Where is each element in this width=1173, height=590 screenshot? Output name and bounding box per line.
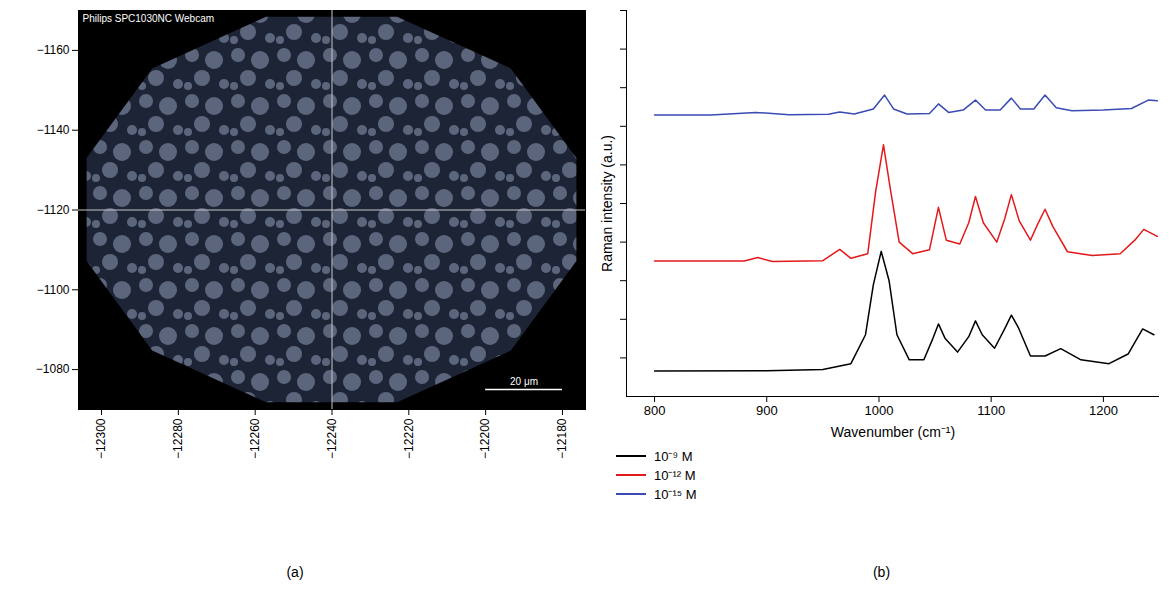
svg-text:−12240: −12240 [325, 418, 339, 459]
svg-text:Wavenumber (cm⁻¹): Wavenumber (cm⁻¹) [831, 424, 955, 440]
svg-text:Raman intensity (a.u.): Raman intensity (a.u.) [599, 135, 615, 272]
svg-text:−12300: −12300 [94, 418, 108, 459]
html-text:10⁻¹² M: 10⁻¹² M [654, 467, 696, 483]
svg-text:−12220: −12220 [402, 418, 416, 459]
html-text:10⁻⁹ M: 10⁻⁹ M [654, 448, 693, 464]
svg-text:−1120: −1120 [37, 203, 70, 217]
svg-text:−12280: −12280 [171, 418, 185, 459]
html-text:(b): (b) [872, 564, 891, 580]
svg-text:800: 800 [644, 403, 666, 418]
svg-text:−1140: −1140 [37, 123, 70, 137]
svg-text:1200: 1200 [1089, 403, 1118, 418]
svg-text:−1100: −1100 [37, 283, 70, 297]
svg-text:−12180: −12180 [555, 418, 569, 459]
html-text:(a): (a) [286, 564, 304, 580]
svg-text:Philips SPC1030NC Webcam: Philips SPC1030NC Webcam [83, 13, 215, 24]
svg-text:−1160: −1160 [37, 43, 70, 57]
svg-text:900: 900 [756, 403, 778, 418]
svg-text:1100: 1100 [977, 403, 1005, 418]
svg-text:1000: 1000 [865, 403, 894, 418]
svg-text:20 μm: 20 μm [510, 376, 538, 387]
svg-text:−12260: −12260 [248, 418, 262, 459]
html-text:10⁻¹⁵ M: 10⁻¹⁵ M [654, 486, 697, 502]
svg-text:−12200: −12200 [478, 418, 492, 459]
svg-text:−1080: −1080 [36, 362, 70, 376]
